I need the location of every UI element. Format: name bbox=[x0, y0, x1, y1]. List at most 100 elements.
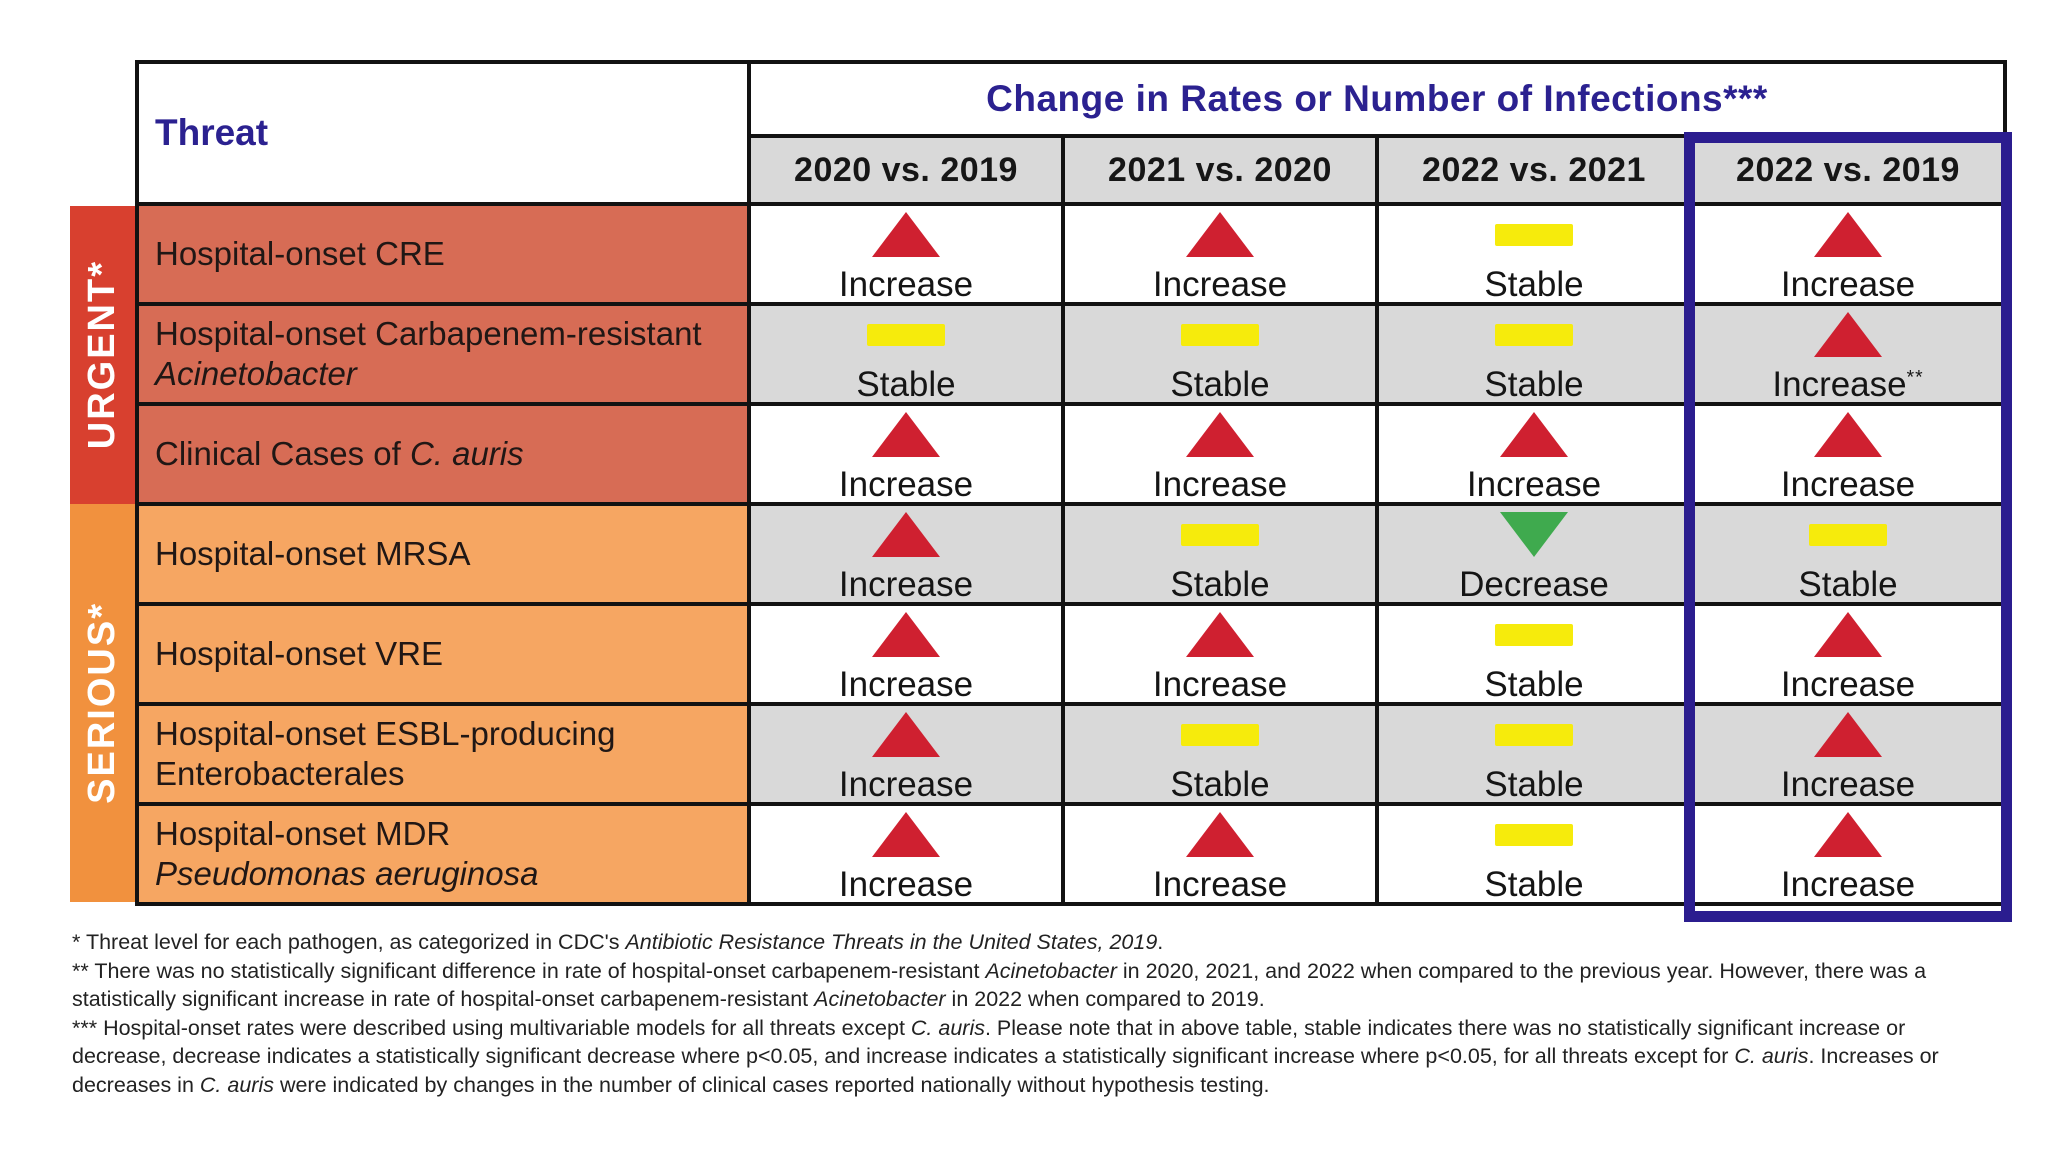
flat-bar-icon bbox=[1495, 624, 1573, 646]
status-cell: Increase bbox=[1065, 606, 1375, 702]
flat-bar-icon bbox=[1809, 524, 1887, 546]
status-label: Stable bbox=[1798, 565, 1898, 604]
threat-row-label: Hospital-onset VRE bbox=[139, 606, 747, 702]
status-cell: Increase bbox=[1065, 806, 1375, 902]
status-cell: Increase bbox=[751, 406, 1061, 502]
up-triangle-icon bbox=[1814, 712, 1882, 757]
threat-row-label: Hospital-onset Carbapenem-resistant Acin… bbox=[139, 306, 747, 402]
up-triangle-icon bbox=[1500, 412, 1568, 457]
flat-bar-icon bbox=[1181, 724, 1259, 746]
up-triangle-icon bbox=[1814, 612, 1882, 657]
status-label: Stable bbox=[1484, 865, 1584, 904]
status-cell: Increase bbox=[1065, 206, 1375, 302]
footnote: *** Hospital-onset rates were described … bbox=[72, 1015, 1939, 1097]
flat-bar-icon bbox=[1181, 524, 1259, 546]
status-cell: Stable bbox=[1693, 506, 2003, 602]
status-label: Stable bbox=[1484, 265, 1584, 304]
threat-column-header: Threat bbox=[139, 64, 747, 202]
up-triangle-icon bbox=[1186, 812, 1254, 857]
status-label: Stable bbox=[1484, 365, 1584, 404]
status-label: Stable bbox=[1484, 665, 1584, 704]
up-triangle-icon bbox=[1814, 412, 1882, 457]
threat-row-label: Hospital-onset MRSA bbox=[139, 506, 747, 602]
status-cell: Increase bbox=[1693, 806, 2003, 902]
down-triangle-icon bbox=[1500, 512, 1568, 557]
status-label: Increase bbox=[1780, 765, 1916, 804]
status-label: Increase bbox=[1780, 865, 1916, 904]
status-cell: Stable bbox=[1379, 606, 1689, 702]
serious-band: SERIOUS* bbox=[70, 504, 135, 902]
status-cell: Increase** bbox=[1693, 306, 2003, 402]
status-label: Increase bbox=[838, 465, 974, 504]
flat-bar-icon bbox=[1495, 324, 1573, 346]
column-header-2021-vs-2020: 2021 vs. 2020 bbox=[1065, 138, 1375, 202]
status-label: Increase bbox=[1780, 265, 1916, 304]
status-label: Increase bbox=[838, 665, 974, 704]
status-cell: Increase bbox=[751, 806, 1061, 902]
up-triangle-icon bbox=[1186, 612, 1254, 657]
up-triangle-icon bbox=[872, 412, 940, 457]
up-triangle-icon bbox=[872, 512, 940, 557]
flat-bar-icon bbox=[1181, 324, 1259, 346]
up-triangle-icon bbox=[872, 212, 940, 257]
status-cell: Increase bbox=[751, 706, 1061, 802]
up-triangle-icon bbox=[872, 812, 940, 857]
status-cell: Stable bbox=[1379, 806, 1689, 902]
status-cell: Increase bbox=[751, 606, 1061, 702]
status-label: Increase bbox=[1152, 465, 1288, 504]
column-header-2022-vs-2019: 2022 vs. 2019 bbox=[1693, 138, 2003, 202]
flat-bar-icon bbox=[1495, 824, 1573, 846]
status-cell: Increase bbox=[1693, 706, 2003, 802]
up-triangle-icon bbox=[1814, 312, 1882, 357]
status-label: Stable bbox=[1484, 765, 1584, 804]
footnotes: * Threat level for each pathogen, as cat… bbox=[72, 928, 1982, 1100]
up-triangle-icon bbox=[872, 712, 940, 757]
status-cell: Stable bbox=[1065, 706, 1375, 802]
status-label: Increase bbox=[1780, 665, 1916, 704]
status-label: Stable bbox=[856, 365, 956, 404]
status-cell: Increase bbox=[1065, 406, 1375, 502]
up-triangle-icon bbox=[1814, 812, 1882, 857]
status-label: Increase bbox=[838, 765, 974, 804]
threat-level-bands: URGENT* SERIOUS* bbox=[70, 206, 135, 902]
up-triangle-icon bbox=[872, 612, 940, 657]
status-cell: Stable bbox=[1065, 306, 1375, 402]
threat-row-label: Hospital-onset MDR Pseudomonas aeruginos… bbox=[139, 806, 747, 902]
infections-table: Threat Change in Rates or Number of Infe… bbox=[135, 60, 2007, 906]
status-cell: Stable bbox=[1379, 706, 1689, 802]
up-triangle-icon bbox=[1186, 412, 1254, 457]
status-label: Stable bbox=[1170, 365, 1270, 404]
up-triangle-icon bbox=[1186, 212, 1254, 257]
status-cell: Increase bbox=[751, 506, 1061, 602]
status-cell: Stable bbox=[1379, 306, 1689, 402]
flat-bar-icon bbox=[867, 324, 945, 346]
footnote: * Threat level for each pathogen, as cat… bbox=[72, 930, 1164, 954]
flat-bar-icon bbox=[1495, 724, 1573, 746]
status-label: Decrease bbox=[1459, 565, 1609, 604]
status-cell: Increase bbox=[1693, 606, 2003, 702]
column-header-2020-vs-2019: 2020 vs. 2019 bbox=[751, 138, 1061, 202]
status-cell: Increase bbox=[1693, 406, 2003, 502]
status-label: Stable bbox=[1170, 765, 1270, 804]
status-label: Increase bbox=[1466, 465, 1602, 504]
serious-band-label: SERIOUS* bbox=[81, 602, 123, 804]
flat-bar-icon bbox=[1495, 224, 1573, 246]
status-label: Increase bbox=[1152, 865, 1288, 904]
status-label: Increase bbox=[1152, 265, 1288, 304]
status-cell: Stable bbox=[1379, 206, 1689, 302]
status-label: Increase bbox=[1152, 665, 1288, 704]
status-cell: Stable bbox=[751, 306, 1061, 402]
status-label: Increase bbox=[838, 565, 974, 604]
status-label: Stable bbox=[1170, 565, 1270, 604]
status-cell: Increase bbox=[1693, 206, 2003, 302]
status-cell: Decrease bbox=[1379, 506, 1689, 602]
table-title: Change in Rates or Number of Infections*… bbox=[751, 64, 2003, 134]
urgent-band: URGENT* bbox=[70, 206, 135, 504]
status-label: Increase** bbox=[1772, 365, 1924, 404]
urgent-band-label: URGENT* bbox=[81, 260, 123, 450]
threat-row-label: Clinical Cases of C. auris bbox=[139, 406, 747, 502]
up-triangle-icon bbox=[1814, 212, 1882, 257]
status-cell: Increase bbox=[751, 206, 1061, 302]
status-label: Increase bbox=[838, 265, 974, 304]
status-label: Increase bbox=[1780, 465, 1916, 504]
